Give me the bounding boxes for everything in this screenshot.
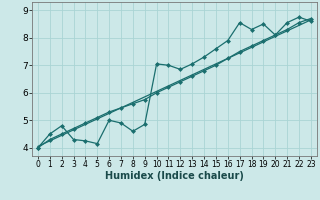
X-axis label: Humidex (Indice chaleur): Humidex (Indice chaleur) bbox=[105, 171, 244, 181]
